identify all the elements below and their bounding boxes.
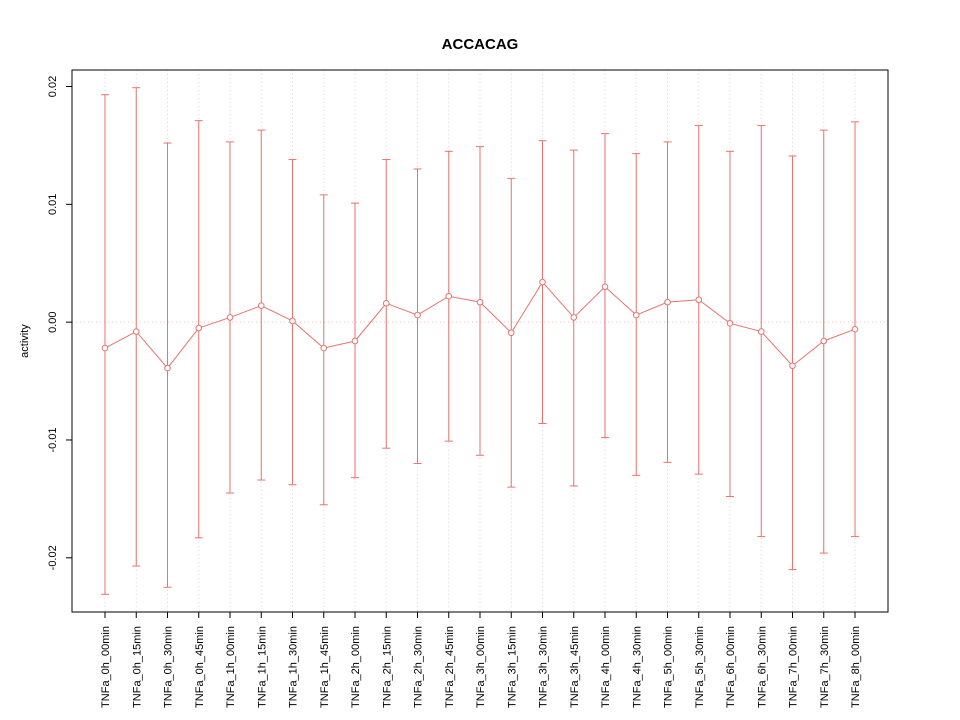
x-tick-label: TNFa_4h_00min [600,626,612,708]
x-tick-label: TNFa_1h_45min [319,626,331,708]
x-tick-label: TNFa_0h_15min [131,626,143,708]
data-point [414,311,421,319]
data-point [757,328,765,335]
data-point [570,314,578,321]
data-point [726,320,734,327]
x-tick-label: TNFa_2h_00min [350,626,362,708]
x-tick-label: TNFa_1h_15min [256,626,268,708]
error-bar [132,87,141,567]
x-tick-label: TNFa_2h_15min [381,626,393,708]
x-tick-label: TNFa_2h_45min [444,626,456,708]
x-tick-label: TNFa_7h_30min [819,626,831,708]
data-point [320,344,328,352]
data-point [289,317,296,325]
x-tick-label: TNFa_0h_45min [194,626,206,708]
x-tick-label: TNFa_6h_30min [756,626,768,708]
x-tick-label: TNFa_0h_30min [163,626,175,708]
x-tick-label: TNFa_8h_00min [850,626,862,708]
x-tick-label: TNFa_6h_00min [725,626,737,708]
x-tick-label: TNFa_4h_30min [631,626,643,708]
y-tick-label: -0.02 [47,545,59,570]
data-point [195,324,203,332]
x-tick-label: TNFa_3h_00min [475,626,487,708]
x-tick-label: TNFa_1h_00min [225,626,237,708]
y-tick-label: 0.01 [47,194,59,215]
y-tick-label: 0.00 [47,311,59,332]
data-point [476,298,484,306]
error-bar [101,94,109,595]
data-point [445,292,453,300]
x-tick-label: TNFa_7h_00min [788,626,800,708]
x-tick-label: TNFa_0h_00min [100,626,112,708]
x-tick-label: TNFa_3h_45min [569,626,581,708]
x-tick-label: TNFa_5h_30min [694,626,706,708]
x-tick-label: TNFa_3h_30min [538,626,550,708]
data-point [132,328,140,335]
x-tick-label: TNFa_2h_30min [413,626,425,708]
x-tick-label: TNFa_1h_30min [288,626,300,708]
data-point [101,344,109,352]
data-point [851,325,859,333]
data-point [226,314,234,321]
data-point [695,296,703,304]
data-point [507,329,515,337]
y-tick-label: 0.02 [47,76,59,97]
data-point [664,298,671,306]
x-tick-label: TNFa_5h_00min [663,626,675,708]
data-point [820,337,828,345]
data-point [539,278,546,286]
data-point [257,302,265,309]
data-point [351,337,359,345]
y-tick-label: -0.01 [47,427,59,452]
data-point [789,362,796,370]
x-tick-label: TNFa_3h_15min [506,626,518,708]
data-point [632,311,640,319]
data-point [164,364,171,372]
data-point [382,299,390,307]
data-point [601,283,609,291]
chart-title: ACCACAG [441,36,519,53]
